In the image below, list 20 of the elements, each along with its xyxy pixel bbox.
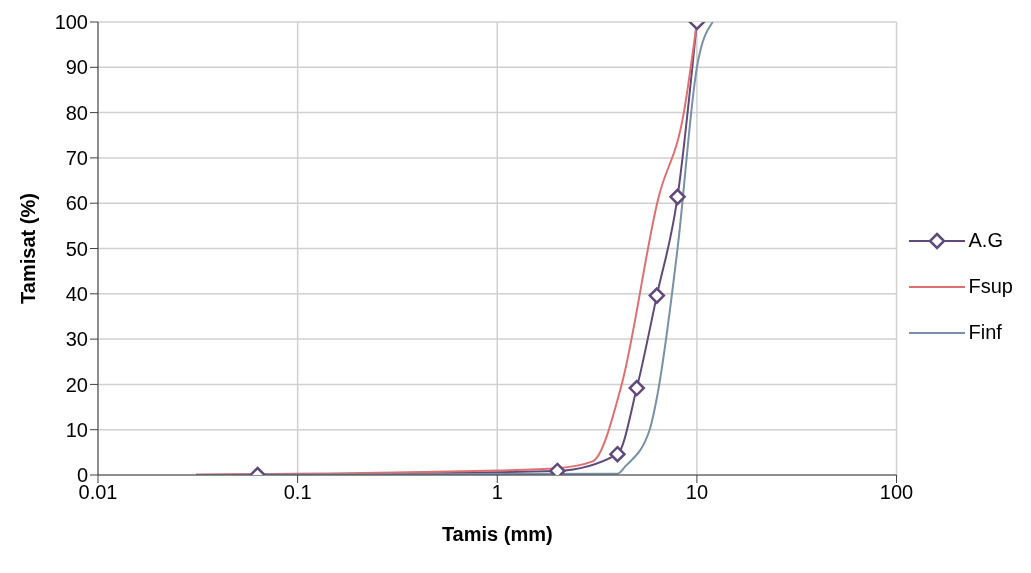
y-tick-label: 40 — [65, 282, 88, 305]
legend-label: A.G — [968, 229, 1003, 252]
y-tick-label: 100 — [54, 11, 88, 34]
x-tick-label: 0.01 — [78, 481, 118, 504]
legend-label: Fsup — [968, 275, 1013, 298]
y-axis-title: Tamisat (%) — [17, 193, 40, 304]
x-tick-label: 0.1 — [283, 481, 312, 504]
y-tick-label: 60 — [65, 192, 88, 215]
y-tick-label: 50 — [65, 237, 88, 260]
y-tick-label: 90 — [65, 56, 88, 79]
legend-label: Finf — [968, 321, 1002, 344]
x-tick-label: 10 — [685, 481, 709, 504]
y-tick-label: 20 — [65, 373, 88, 396]
x-tick-label: 1 — [491, 481, 503, 504]
x-axis-title: Tamis (mm) — [441, 523, 553, 545]
y-tick-label: 30 — [65, 328, 88, 351]
x-tick-label: 100 — [879, 481, 914, 504]
y-tick-label: 70 — [65, 147, 88, 169]
y-tick-label: 10 — [65, 418, 88, 441]
y-tick-label: 80 — [65, 101, 88, 124]
